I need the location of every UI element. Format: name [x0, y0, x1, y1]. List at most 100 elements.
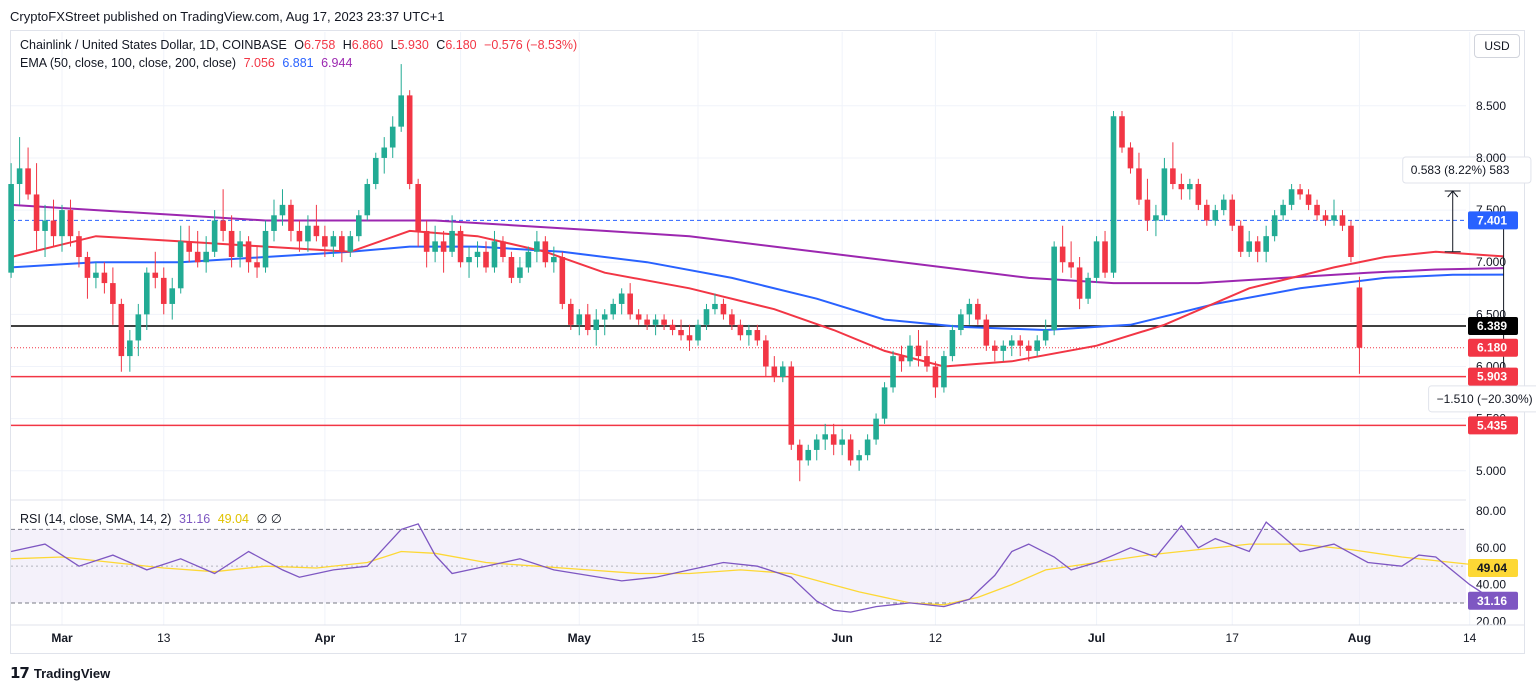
candle-body — [542, 241, 549, 263]
candle-body — [288, 204, 294, 231]
candle-body — [1008, 340, 1015, 346]
price-badge: 6.180 — [1477, 341, 1507, 355]
ema200-line — [11, 203, 1504, 285]
candle-body — [1119, 116, 1125, 148]
change-value: −0.576 (−8.53%) — [484, 38, 578, 52]
candle-body — [1212, 210, 1219, 221]
price-badge-bg — [1468, 416, 1518, 435]
price-badge-bg — [1468, 367, 1518, 386]
rsi-pane — [10, 499, 1504, 613]
rsi-tick-label: 60.00 — [1476, 541, 1506, 555]
candle-body — [1085, 277, 1091, 299]
time-tick-label: Apr — [315, 631, 336, 645]
rsi-tick-label: 40.00 — [1476, 578, 1506, 592]
candle-body — [1102, 241, 1108, 273]
low-value: 5.930 — [397, 38, 429, 52]
rsi-legend: RSI (14, close, SMA, 14, 2) 31.16 49.04 … — [20, 511, 286, 526]
candle-body — [245, 241, 252, 263]
footer-brand: 𝟭𝟳 TradingView — [10, 664, 110, 682]
candle-body — [661, 319, 667, 325]
candle-body — [746, 330, 752, 336]
candle-body — [551, 257, 557, 263]
candle-body — [194, 251, 201, 263]
candle-body — [211, 220, 218, 252]
candle-body — [805, 449, 812, 461]
time-tick-label: 17 — [1226, 631, 1240, 645]
candle-body — [915, 345, 922, 357]
open-value: 6.758 — [304, 38, 336, 52]
low-label: L — [390, 38, 398, 52]
candle-body — [1017, 340, 1024, 346]
candle-body — [1025, 345, 1032, 351]
candle-body — [1178, 184, 1185, 190]
candle-body — [788, 366, 795, 445]
candle-body — [1339, 215, 1346, 226]
candle-body — [1271, 215, 1278, 237]
high-value: 6.860 — [351, 38, 384, 52]
candle-body — [720, 303, 727, 315]
candle-body — [1161, 168, 1168, 216]
candle-body — [932, 366, 939, 388]
candle-body — [771, 366, 778, 377]
candle-body — [432, 241, 438, 252]
close-label: C — [436, 38, 446, 52]
candle-body — [1297, 189, 1303, 195]
candle-body — [822, 434, 828, 440]
candle-body — [754, 330, 761, 341]
ema-label: EMA (50, close, 100, close, 200, close) — [20, 56, 237, 70]
candle-body — [975, 303, 981, 320]
candle-body — [508, 257, 515, 278]
candle-body — [127, 340, 133, 357]
candle-body — [669, 324, 676, 331]
candle-body — [1331, 215, 1337, 221]
time-tick-label: Jun — [831, 631, 852, 645]
candle-body — [160, 277, 167, 304]
candle-body — [712, 303, 718, 310]
candle-body — [262, 230, 269, 268]
candle-body — [42, 220, 48, 231]
measure-arrow — [1447, 190, 1459, 198]
grid — [11, 32, 1471, 625]
candles — [8, 64, 1363, 482]
candle-body — [1127, 147, 1134, 169]
candle-body — [1076, 267, 1083, 299]
candle-body — [517, 267, 523, 278]
time-tick-label: 17 — [454, 631, 468, 645]
candle-body — [466, 257, 472, 263]
candle-body — [1280, 204, 1286, 216]
close-value: 6.180 — [445, 38, 477, 52]
candle-body — [16, 168, 23, 185]
candle-body — [491, 241, 498, 268]
candle-body — [339, 236, 345, 252]
candle-body — [372, 157, 379, 185]
price-badge-bg — [1468, 211, 1518, 230]
candle-body — [576, 314, 583, 325]
candle-body — [678, 330, 684, 336]
symbol-title: Chainlink / United States Dollar, 1D, CO… — [20, 38, 287, 52]
candle-body — [415, 184, 421, 231]
candle-body — [1322, 215, 1329, 221]
candle-body — [1153, 215, 1159, 221]
candle-body — [500, 241, 506, 258]
ema50-value: 7.056 — [243, 56, 275, 70]
candle-body — [271, 215, 277, 231]
time-tick-label: Mar — [51, 631, 73, 645]
rsi-badge-bg — [1468, 591, 1518, 610]
candle-body — [881, 387, 888, 419]
candle-body — [1220, 199, 1227, 211]
rsi-badge: 49.04 — [1477, 561, 1507, 575]
candle-body — [406, 95, 413, 185]
rsi-label: RSI (14, close, SMA, 14, 2) — [20, 512, 172, 526]
candle-body — [33, 194, 40, 231]
candle-body — [356, 215, 362, 237]
ema100-line — [11, 245, 1504, 332]
ema50-line — [10, 229, 1504, 368]
currency-button[interactable]: USD — [1474, 34, 1520, 58]
candle-body — [76, 236, 82, 258]
candle-body — [839, 439, 845, 445]
candle-body — [381, 147, 388, 158]
candle-body — [169, 288, 176, 304]
candle-body — [203, 251, 209, 263]
brand-name: TradingView — [33, 665, 111, 681]
